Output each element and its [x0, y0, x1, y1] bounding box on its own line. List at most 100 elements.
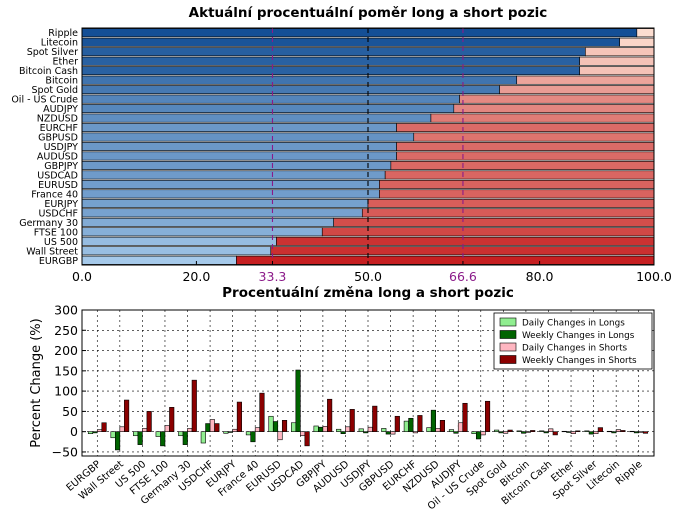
bar-daily-changes-in-shorts-eurusd	[277, 431, 283, 441]
bar-daily-changes-in-shorts-litecoin	[615, 429, 621, 432]
bar-weekly-changes-in-shorts-audjpy	[462, 402, 468, 432]
chart1-reference-lines	[271, 28, 464, 265]
bar-weekly-changes-in-longs-gbpjpy	[318, 426, 324, 432]
chart2-title: Procentuální změna long a short pozic	[222, 285, 514, 301]
bar-daily-changes-in-shorts-spot-gold	[503, 431, 509, 434]
category-label-wall-street: Wall Street	[26, 246, 78, 257]
long-bar-usdchf	[81, 208, 363, 218]
bar-daily-changes-in-longs-litecoin	[606, 430, 612, 433]
bar-weekly-changes-in-longs-spot-silver	[588, 431, 594, 435]
long-bar-oil-us-crude	[81, 94, 460, 104]
long-bar-eurchf	[81, 123, 397, 132]
bar-weekly-changes-in-longs-eurjpy	[227, 431, 233, 433]
bar-daily-changes-in-longs-eurchf	[403, 420, 409, 432]
bar-weekly-changes-in-longs-ripple	[633, 431, 640, 434]
category-label-us-500: US 500	[44, 237, 78, 248]
bar-weekly-changes-in-longs-france-40	[250, 431, 256, 443]
bar-weekly-changes-in-longs-bitcoin-cash	[543, 431, 549, 434]
y-tick-label: 200	[54, 343, 78, 358]
bar-weekly-changes-in-longs-ftse-100	[160, 431, 166, 447]
short-bar-wall-street	[270, 246, 655, 256]
category-label-usdchf: USDCHF	[38, 208, 78, 219]
long-bar-germany-30	[81, 217, 334, 227]
legend-swatch-daily-changes-in-shorts	[499, 342, 517, 352]
bar-daily-changes-in-longs-france-40	[245, 431, 251, 436]
legend-label-daily-changes-in-shorts: Daily Changes in Shorts	[522, 344, 628, 354]
category-label-spot-silver: Spot Silver	[27, 47, 78, 58]
bar-weekly-changes-in-shorts-gbpusd	[394, 415, 400, 432]
bar-daily-changes-in-longs-bitcoin	[516, 430, 522, 432]
bar-daily-changes-in-longs-ftse-100	[155, 431, 161, 437]
short-bar-gbpjpy	[390, 161, 655, 170]
bar-weekly-changes-in-longs-germany-30	[182, 431, 188, 445]
category-label-eurusd: EURUSD	[38, 180, 78, 191]
long-bar-usdcad	[81, 170, 386, 180]
bar-daily-changes-in-longs-usdchf	[200, 431, 206, 444]
chart1-x-ticks: 0.0 20.0 33.3 50.0 66.6 80.0 100.0	[72, 261, 672, 284]
legend-label-weekly-changes-in-longs: Weekly Changes in Longs	[522, 331, 635, 341]
legend-label-daily-changes-in-longs: Daily Changes in Longs	[522, 319, 625, 329]
bar-weekly-changes-in-shorts-gbpjpy	[327, 398, 333, 432]
y-tick-label: 0	[70, 424, 78, 439]
category-label-eurjpy: EURJPY	[44, 199, 78, 210]
bar-daily-changes-in-shorts-eurgbp	[96, 429, 103, 432]
short-bar-bitcoin-cash	[579, 66, 655, 76]
short-bar-usdjpy	[396, 142, 655, 151]
bar-daily-changes-in-longs-us-500	[133, 431, 139, 437]
bar-daily-changes-in-longs-usdcad	[290, 422, 297, 432]
category-label-nzdusd: NZDUSD	[37, 114, 78, 125]
bar-daily-changes-in-shorts-ftse-100	[164, 425, 170, 432]
short-bar-france-40	[379, 189, 655, 199]
bar-weekly-changes-in-longs-ether	[566, 431, 572, 433]
short-bar-audjpy	[453, 104, 655, 114]
short-bar-eurgbp	[236, 255, 655, 265]
bar-weekly-changes-in-longs-spot-gold	[498, 431, 504, 434]
bar-daily-changes-in-longs-ether	[561, 430, 567, 433]
long-bar-ether	[81, 56, 580, 66]
bar-daily-changes-in-shorts-eurchf	[412, 431, 418, 434]
category-label-audusd: AUDUSD	[37, 151, 78, 162]
bar-daily-changes-in-longs-spot-silver	[584, 430, 590, 432]
legend-swatch-weekly-changes-in-longs	[499, 330, 517, 339]
short-bar-eurjpy	[367, 198, 655, 208]
long-bar-nzdusd	[81, 113, 432, 123]
bar-weekly-changes-in-longs-bitcoin	[521, 431, 527, 434]
short-bar-us-500	[276, 236, 655, 246]
bar-daily-changes-in-shorts-usdchf	[209, 419, 215, 432]
category-label-usdjpy: USDJPY	[44, 142, 79, 153]
short-bar-gbpusd	[413, 132, 655, 142]
category-label-spot-gold: Spot Gold	[32, 85, 78, 96]
y-tick-label: 150	[54, 363, 78, 378]
category-label-ftse-100: FTSE 100	[34, 227, 78, 238]
long-bar-eurusd	[81, 179, 380, 189]
bar-weekly-changes-in-shorts-eurchf	[417, 415, 423, 432]
long-bar-ftse-100	[81, 227, 323, 237]
x-tick-label: 80.0	[526, 269, 554, 284]
bar-weekly-changes-in-shorts-eurjpy	[236, 401, 242, 432]
chart1-title: Aktuální procentuální poměr long a short…	[189, 5, 548, 21]
long-bar-us-500	[81, 236, 277, 246]
bar-weekly-changes-in-shorts-usdcad	[304, 431, 310, 447]
short-bar-eurchf	[396, 123, 655, 132]
short-bar-bitcoin	[516, 75, 655, 85]
long-bar-bitcoin	[81, 75, 518, 85]
short-bar-litecoin	[619, 37, 655, 47]
long-bar-gbpusd	[81, 132, 415, 142]
bar-weekly-changes-in-longs-audusd	[340, 431, 346, 434]
short-bar-germany-30	[333, 217, 655, 227]
bar-daily-changes-in-longs-gbpusd	[381, 428, 387, 432]
bar-daily-changes-in-shorts-usdcad	[300, 431, 306, 437]
category-label-france-40: France 40	[31, 189, 78, 200]
long-bar-eurjpy	[81, 198, 369, 208]
chart2-y-ticks: −50 0 50 100 150 200 250 300	[52, 303, 86, 459]
category-label-oil-us-crude: Oil - US Crude	[11, 95, 78, 106]
y-tick-label: −50	[52, 444, 78, 459]
bar-daily-changes-in-shorts-gbpusd	[390, 431, 396, 435]
bar-daily-changes-in-shorts-gbpjpy	[322, 426, 328, 432]
bar-weekly-changes-in-shorts-ftse-100	[169, 407, 175, 432]
bar-weekly-changes-in-shorts-germany-30	[191, 379, 197, 432]
bar-weekly-changes-in-shorts-bitcoin	[530, 430, 536, 432]
bar-daily-changes-in-shorts-audjpy	[457, 422, 464, 432]
